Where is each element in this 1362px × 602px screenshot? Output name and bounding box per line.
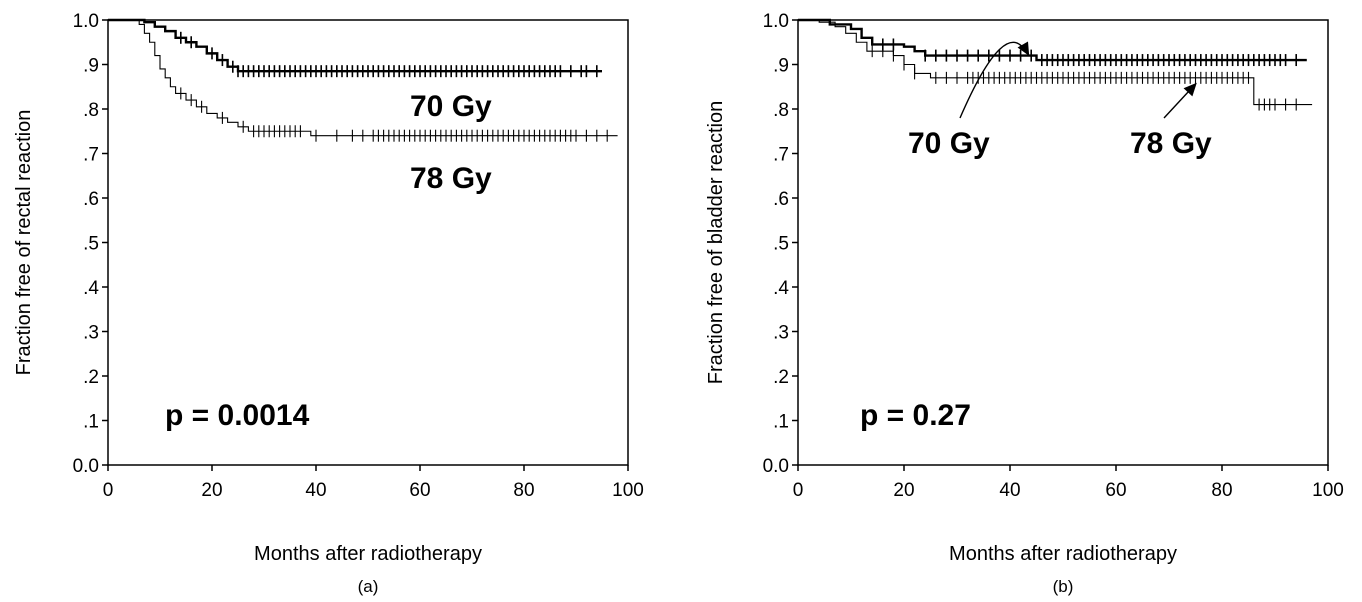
- chart-panel-a: 1.0 .9 .8 .7 .6 .5 .4 .3 .2 .1 0.00 20 40 60 80 100 Frac…: [13, 11, 644, 596]
- p-value: p = 0.27: [860, 399, 971, 432]
- x-tick-label: 100: [1312, 480, 1344, 501]
- series-label: 78 Gy: [410, 162, 492, 195]
- x-tick-label: 80: [1211, 480, 1232, 501]
- y-tick-label: .1: [773, 412, 789, 433]
- series-line-78-gy: [798, 19, 1313, 106]
- arrow-head: [1017, 41, 1030, 56]
- y-tick-label: 0.0: [73, 456, 99, 477]
- y-tick-label: .4: [83, 278, 99, 299]
- series-line-70-gy: [108, 18, 602, 73]
- series-label: 70 Gy: [908, 127, 990, 160]
- y-tick-label: .7: [83, 145, 99, 166]
- y-tick-label: .1: [83, 412, 99, 433]
- series-label: 78 Gy: [1130, 127, 1212, 160]
- x-tick-label: 100: [612, 480, 644, 501]
- y-tick-label: .6: [773, 189, 789, 210]
- y-tick-label: 1.0: [73, 11, 99, 32]
- y-tick-label: .9: [773, 56, 789, 77]
- x-tick-label: 20: [201, 480, 222, 501]
- y-tick-label: .6: [83, 189, 99, 210]
- x-axis-title: Months after radiotherapy: [254, 543, 482, 565]
- y-tick-label: .7: [773, 145, 789, 166]
- panel-label: (b): [1053, 577, 1074, 596]
- x-tick-label: 0: [103, 480, 114, 501]
- p-value: p = 0.0014: [165, 399, 310, 432]
- y-tick-label: .2: [83, 367, 99, 388]
- series-line-70-gy: [798, 18, 1307, 62]
- x-axis-title: Months after radiotherapy: [949, 543, 1177, 565]
- panel-label: (a): [358, 577, 379, 596]
- y-tick-label: .3: [773, 323, 789, 344]
- y-tick-label: .4: [773, 278, 789, 299]
- y-tick-label: 1.0: [763, 11, 789, 32]
- x-tick-label: 80: [513, 480, 534, 501]
- y-axis-title: Fraction free of rectal reaction: [13, 110, 35, 376]
- x-tick-label: 40: [305, 480, 326, 501]
- y-tick-label: .2: [773, 367, 789, 388]
- y-tick-label: .9: [83, 56, 99, 77]
- chart-panel-b: 1.0 .9 .8 .7 .6 .5 .4 .3 .2 .1 0.00 20 40 60 80 100 Frac…: [705, 11, 1344, 596]
- series-label: 70 Gy: [410, 90, 492, 123]
- y-tick-label: .3: [83, 323, 99, 344]
- y-tick-label: .8: [83, 100, 99, 121]
- y-tick-label: .5: [83, 234, 99, 255]
- y-tick-label: .5: [773, 234, 789, 255]
- x-tick-label: 0: [793, 480, 804, 501]
- x-tick-label: 40: [999, 480, 1020, 501]
- x-tick-label: 60: [1105, 480, 1126, 501]
- y-tick-label: .8: [773, 100, 789, 121]
- x-tick-label: 60: [409, 480, 430, 501]
- y-axis-title: Fraction free of bladder reaction: [705, 101, 727, 385]
- y-tick-label: 0.0: [763, 456, 789, 477]
- x-tick-label: 20: [893, 480, 914, 501]
- arrow-head: [1183, 82, 1197, 97]
